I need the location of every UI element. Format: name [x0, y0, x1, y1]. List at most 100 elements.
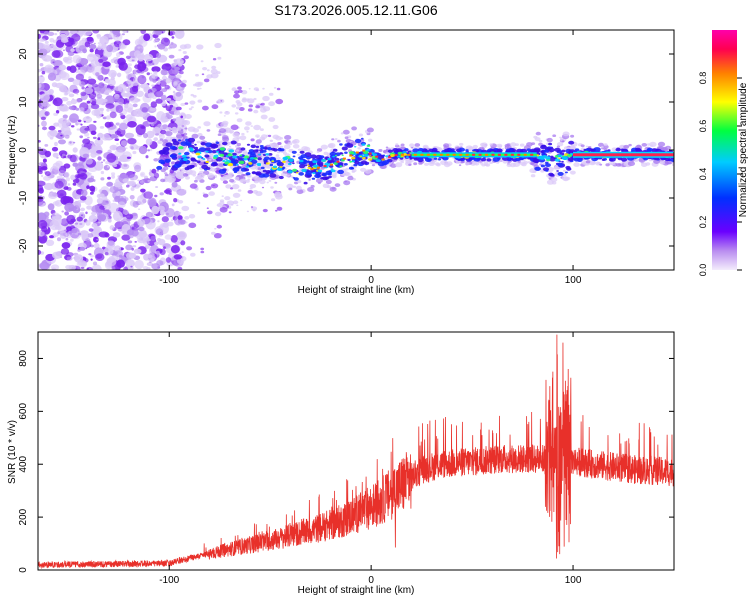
- signal-core: [181, 160, 185, 162]
- signal-core: [545, 161, 549, 165]
- signal-highlight: [307, 166, 312, 170]
- snr-marks: [38, 334, 674, 570]
- noise-blob: [116, 259, 125, 268]
- signal-highlight: [238, 160, 245, 165]
- noise-blob: [159, 80, 167, 87]
- signal-highlight: [351, 156, 356, 160]
- noise-blob: [95, 204, 98, 208]
- noise-blob: [150, 80, 153, 82]
- noise-blob: [225, 111, 228, 113]
- signal-highlight: [232, 155, 238, 159]
- signal-core: [329, 164, 334, 168]
- noise-blob: [122, 39, 131, 46]
- noise-blob: [237, 86, 242, 90]
- noise-blob: [105, 95, 115, 106]
- noise-blob: [143, 53, 154, 62]
- signal-core: [204, 154, 210, 158]
- signal-highlight: [330, 169, 336, 173]
- signal-core: [215, 157, 223, 162]
- noise-blob: [80, 123, 83, 126]
- noise-blob: [201, 73, 205, 76]
- noise-blob: [58, 70, 67, 79]
- noise-blob: [104, 252, 109, 256]
- signal-halo: [573, 162, 580, 167]
- signal-core: [635, 147, 641, 152]
- noise-blob: [214, 42, 222, 49]
- noise-blob: [88, 124, 95, 128]
- noise-blob: [138, 226, 145, 232]
- signal-halo: [189, 170, 197, 176]
- signal-core: [533, 147, 541, 152]
- noise-blob: [110, 76, 115, 81]
- signal-highlight: [327, 157, 332, 161]
- signal-core: [211, 150, 217, 154]
- signal-core: [165, 142, 173, 147]
- noise-blob: [168, 54, 175, 59]
- noise-blob: [130, 80, 139, 87]
- noise-blob: [153, 58, 159, 65]
- noise-blob: [104, 78, 111, 84]
- signal-core: [317, 161, 321, 164]
- noise-blob: [38, 170, 43, 175]
- y-tick-label: 400: [18, 455, 29, 472]
- signal-highlight: [547, 158, 550, 160]
- noise-blob: [51, 216, 56, 220]
- noise-blob: [47, 104, 51, 107]
- noise-blob: [56, 175, 63, 180]
- noise-blob: [183, 55, 189, 60]
- signal-halo: [570, 134, 575, 138]
- signal-halo: [344, 136, 349, 140]
- noise-blob: [55, 110, 60, 114]
- signal-halo: [641, 143, 648, 147]
- noise-blob: [210, 68, 218, 74]
- noise-blob: [200, 247, 205, 251]
- signal-core: [620, 148, 625, 152]
- signal-dash: [330, 163, 333, 166]
- noise-blob: [56, 188, 60, 191]
- signal-halo: [444, 163, 448, 166]
- noise-blob: [88, 43, 97, 50]
- noise-blob: [98, 189, 103, 193]
- signal-highlight: [227, 153, 233, 157]
- noise-blob: [52, 201, 60, 206]
- noise-blob: [127, 98, 131, 101]
- noise-blob: [147, 149, 151, 152]
- signal-highlight: [248, 159, 252, 162]
- noise-blob: [116, 72, 122, 78]
- noise-blob: [193, 83, 197, 87]
- noise-blob: [135, 124, 146, 136]
- noise-blob: [126, 156, 131, 159]
- noise-blob: [90, 103, 100, 110]
- noise-blob: [124, 197, 129, 202]
- noise-blob: [127, 240, 133, 244]
- noise-blob: [199, 87, 202, 90]
- signal-core: [548, 142, 553, 146]
- signal-halo: [597, 162, 601, 165]
- signal-core: [184, 167, 190, 171]
- noise-blob: [252, 209, 256, 212]
- signal-halo: [534, 137, 541, 142]
- noise-blob: [119, 42, 126, 49]
- noise-blob: [70, 238, 74, 242]
- signal-halo: [283, 152, 288, 155]
- signal-halo: [184, 127, 188, 130]
- noise-blob: [177, 30, 184, 34]
- signal-highlight: [178, 152, 182, 155]
- noise-blob: [150, 235, 156, 241]
- signal-highlight: [178, 146, 184, 150]
- noise-blob: [116, 143, 119, 146]
- noise-blob: [68, 264, 77, 270]
- signal-core: [497, 157, 500, 160]
- noise-blob: [93, 94, 96, 97]
- noise-blob: [155, 186, 159, 188]
- signal-highlight: [409, 151, 412, 154]
- noise-blob: [67, 154, 73, 159]
- noise-blob: [79, 231, 87, 238]
- signal-core: [156, 165, 163, 170]
- noise-blob: [91, 205, 101, 213]
- noise-blob: [262, 95, 270, 102]
- signal-halo: [504, 143, 510, 148]
- noise-blob: [108, 149, 111, 152]
- signal-highlight: [216, 150, 219, 153]
- noise-blob: [163, 88, 167, 90]
